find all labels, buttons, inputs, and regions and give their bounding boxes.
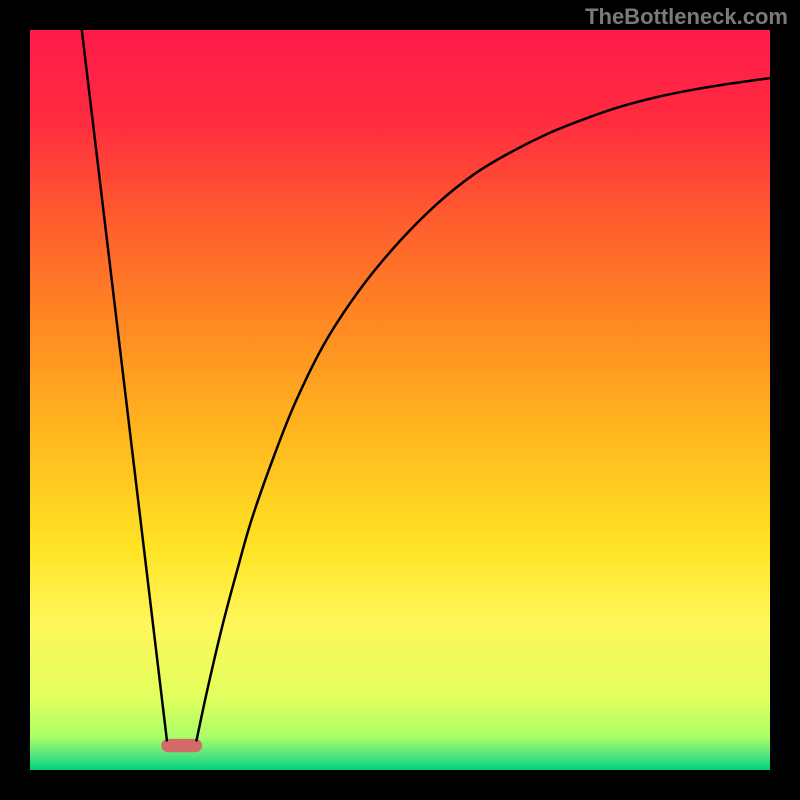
watermark: TheBottleneck.com (585, 4, 788, 30)
chart-container: TheBottleneck.com (0, 0, 800, 800)
left-line (82, 30, 167, 740)
plot-svg (0, 0, 800, 800)
right-curve (197, 78, 771, 740)
